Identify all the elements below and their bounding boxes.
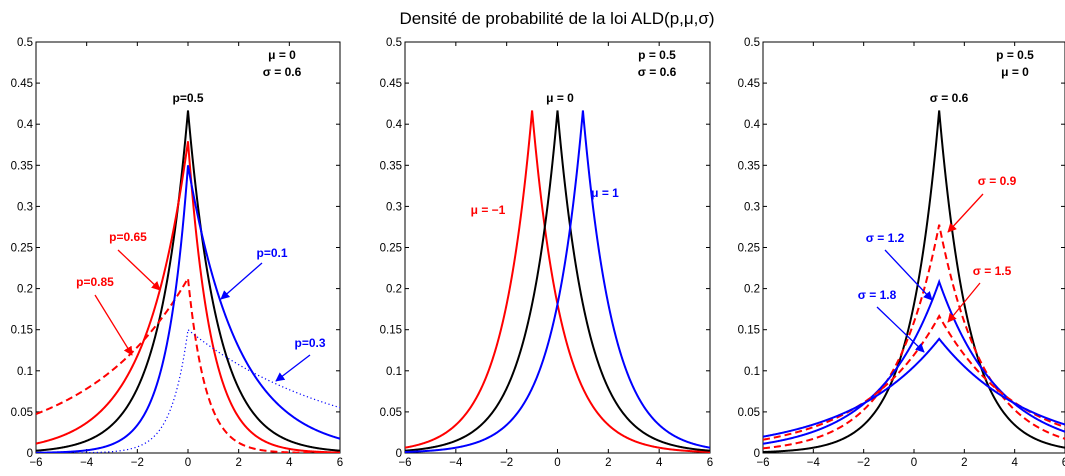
- annotation-arrow: [884, 249, 933, 301]
- x-tick-label: −6: [29, 457, 42, 469]
- y-tick-label: 0.45: [738, 78, 760, 90]
- panel-p: 0 0.05 0.1 0.15 0.2 0.25 0.3 0.35 0.4 0.45 0.5 −6 −4…: [11, 37, 344, 469]
- x-tick-label: −6: [398, 457, 411, 469]
- series-line-0-1: [36, 141, 340, 453]
- y-tick-label: 0.1: [17, 366, 33, 378]
- x-tick-label: 2: [605, 457, 611, 469]
- annotation-arrow: [947, 282, 981, 323]
- annotation-arrow: [876, 306, 925, 353]
- y-tick-label: 0.35: [380, 160, 402, 172]
- y-tick-label: 0.4: [386, 119, 403, 131]
- panel-sigma: 0 0.05 0.1 0.15 0.2 0.25 0.3 0.35 0.4 0.45 0.5 −6 −4…: [738, 37, 1065, 469]
- series-annotation: σ = 0.6: [930, 91, 969, 105]
- series-line-2-4: [763, 337, 1065, 438]
- x-tick-label: 6: [707, 457, 713, 469]
- series-line-1-1: [405, 110, 710, 452]
- y-tick-label: 0.1: [386, 366, 402, 378]
- y-tick-label: 0.3: [386, 201, 402, 213]
- y-tick-label: 0.15: [738, 325, 760, 337]
- params-label: σ = 0.6: [263, 65, 302, 79]
- series-annotation: σ = 1.2: [866, 231, 905, 245]
- y-tick-label: 0.05: [11, 407, 33, 419]
- x-tick-label: 0: [911, 457, 917, 469]
- series-line-1-2: [405, 110, 710, 453]
- y-tick-label: 0.45: [380, 78, 402, 90]
- y-tick-label: 0: [754, 448, 760, 460]
- y-tick-label: 0.05: [380, 407, 402, 419]
- x-tick-label: −4: [807, 457, 821, 469]
- y-tick-label: 0.05: [738, 407, 760, 419]
- y-tick-label: 0.5: [386, 37, 402, 49]
- y-tick-label: 0.2: [744, 284, 760, 296]
- params-label: μ = 0: [1001, 65, 1029, 79]
- series-line-0-0: [36, 110, 340, 452]
- series-annotation: p=0.1: [256, 246, 287, 260]
- y-tick-label: 0.4: [17, 119, 34, 131]
- figure-title: Densité de probabilité de la loi ALD(p,μ…: [399, 9, 714, 28]
- annotation-arrow: [947, 193, 984, 233]
- params-label: p = 0.5: [638, 48, 676, 62]
- series-line-1-0: [405, 110, 710, 453]
- params-label: σ = 0.6: [638, 65, 677, 79]
- x-tick-label: −2: [131, 457, 144, 469]
- x-tick-label: −2: [500, 457, 513, 469]
- series-line-2-1: [763, 224, 1065, 450]
- series-line-2-0: [763, 110, 1065, 453]
- series-annotation: σ = 1.8: [858, 288, 897, 302]
- series-annotation: μ = 0: [546, 91, 574, 105]
- y-tick-label: 0.45: [11, 78, 33, 90]
- series-line-0-3: [36, 328, 340, 453]
- annotation-arrow: [117, 249, 161, 291]
- x-tick-label: −2: [857, 457, 870, 469]
- x-tick-label: −6: [756, 457, 769, 469]
- y-tick-label: 0.3: [17, 201, 33, 213]
- series-annotation: μ = 1: [591, 186, 619, 200]
- y-tick-label: 0.2: [17, 284, 33, 296]
- params-label: μ = 0: [268, 48, 296, 62]
- series-annotation: p=0.85: [76, 275, 114, 289]
- annotation-arrow: [94, 294, 133, 356]
- series-annotation: μ = −1: [471, 203, 506, 217]
- series-annotation: p=0.65: [109, 230, 147, 244]
- y-tick-label: 0.25: [738, 243, 760, 255]
- x-tick-label: 2: [235, 457, 241, 469]
- annotation-arrow: [275, 354, 311, 382]
- y-tick-label: 0.5: [744, 37, 760, 49]
- x-tick-label: 4: [1011, 457, 1018, 469]
- series-line-0-2: [36, 275, 340, 453]
- panel-mu: 0 0.05 0.1 0.15 0.2 0.25 0.3 0.35 0.4 0.45 0.5 −6 −4…: [380, 37, 714, 469]
- annotation-arrow: [220, 262, 263, 300]
- x-tick-label: 6: [337, 457, 343, 469]
- x-tick-label: −4: [80, 457, 94, 469]
- y-tick-label: 0.25: [11, 243, 33, 255]
- series-annotation: σ = 0.9: [978, 174, 1017, 188]
- y-tick-label: 0.5: [17, 37, 33, 49]
- series-annotation: σ = 1.5: [973, 264, 1012, 278]
- series-annotation: p=0.5: [172, 91, 203, 105]
- y-tick-label: 0.2: [386, 284, 402, 296]
- y-tick-label: 0: [27, 448, 33, 460]
- y-tick-label: 0: [396, 448, 402, 460]
- x-tick-label: −4: [449, 457, 463, 469]
- y-tick-label: 0.35: [738, 160, 760, 172]
- series-annotation: p=0.3: [294, 336, 325, 350]
- y-tick-label: 0.1: [744, 366, 760, 378]
- y-tick-label: 0.4: [744, 119, 761, 131]
- y-tick-label: 0.25: [380, 243, 402, 255]
- y-tick-label: 0.15: [380, 325, 402, 337]
- axes-frame: [762, 41, 1065, 454]
- x-tick-label: 6: [1062, 457, 1065, 469]
- series-line-2-3: [763, 313, 1065, 441]
- series-line-0-4: [36, 165, 340, 453]
- y-tick-label: 0.35: [11, 160, 33, 172]
- x-tick-label: 0: [185, 457, 191, 469]
- x-tick-label: 4: [656, 457, 663, 469]
- params-label: p = 0.5: [996, 48, 1034, 62]
- y-tick-label: 0.3: [744, 201, 760, 213]
- y-tick-label: 0.15: [11, 325, 33, 337]
- x-tick-label: 2: [961, 457, 967, 469]
- x-tick-label: 0: [554, 457, 560, 469]
- x-tick-label: 4: [286, 457, 293, 469]
